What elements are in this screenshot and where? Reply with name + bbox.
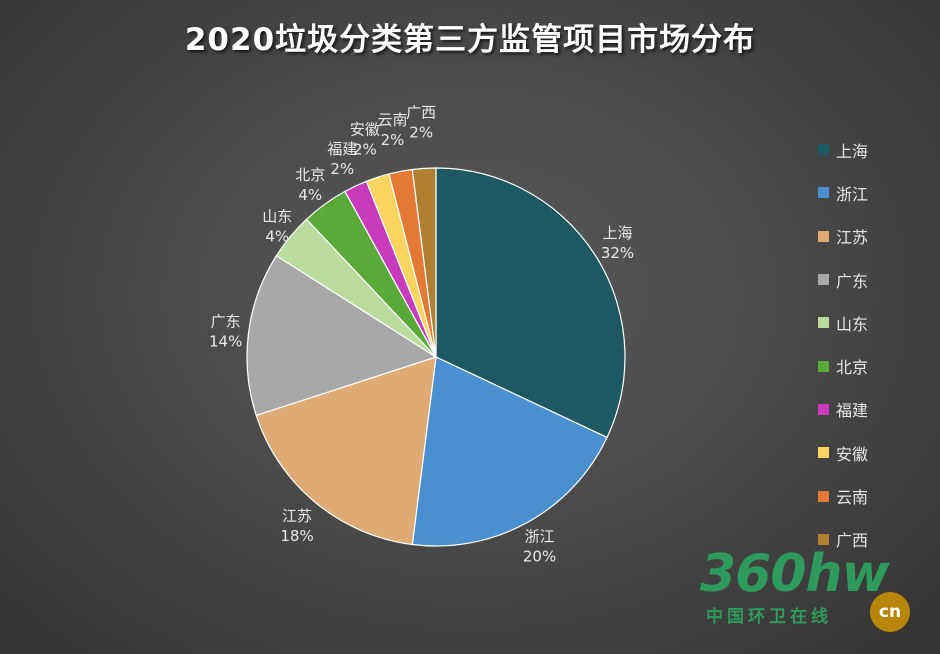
- slice-label: 福建 2%: [327, 140, 357, 178]
- legend-label: 安徽: [836, 444, 869, 464]
- legend-label: 上海: [836, 141, 869, 161]
- legend-item[interactable]: 浙江: [818, 171, 868, 214]
- slice-label-value: 2%: [409, 123, 433, 141]
- slice-label-value: 4%: [265, 228, 289, 246]
- slice-label-name: 安徽: [350, 120, 380, 138]
- legend-item[interactable]: 云南: [818, 474, 868, 517]
- legend-item[interactable]: 广东: [818, 258, 868, 301]
- chart-title: 2020垃圾分类第三方监管项目市场分布: [184, 22, 756, 58]
- legend-swatch: [818, 187, 829, 199]
- slice-label: 浙江 20%: [523, 527, 556, 565]
- legend-swatch: [818, 360, 829, 372]
- legend-swatch: [818, 490, 829, 502]
- watermark-badge: cn: [870, 592, 910, 632]
- slice-label-value: 18%: [280, 527, 313, 545]
- legend-item[interactable]: 北京: [818, 344, 868, 387]
- watermark-logo: 360hw 中国环卫在线 cn: [700, 548, 920, 638]
- slice-label-name: 北京: [295, 166, 325, 184]
- slice-label-value: 32%: [601, 244, 634, 262]
- pie-slice-浙江[interactable]: [411, 356, 608, 547]
- watermark-sub: 中国环卫在线: [706, 607, 832, 627]
- pie-slice-江苏[interactable]: [255, 356, 437, 546]
- legend-item[interactable]: 广西: [818, 518, 868, 561]
- legend-label: 广西: [836, 531, 869, 551]
- legend-label: 浙江: [836, 184, 869, 204]
- watermark-main: 360hw: [700, 544, 890, 604]
- slice-label: 江苏 18%: [280, 507, 313, 545]
- slice-label-name: 上海: [603, 224, 633, 242]
- legend-label: 江苏: [836, 228, 869, 248]
- slice-label: 广东 14%: [209, 312, 242, 350]
- slice-label-value: 2%: [381, 131, 405, 149]
- slice-label: 上海 32%: [601, 224, 634, 262]
- slice-label-value: 20%: [523, 547, 556, 565]
- slice-label-name: 广西: [406, 103, 436, 121]
- slice-label: 山东 4%: [262, 208, 292, 246]
- legend-item[interactable]: 福建: [818, 388, 868, 431]
- slice-label-value: 2%: [353, 140, 377, 158]
- legend-item[interactable]: 安徽: [818, 431, 868, 474]
- legend-label: 广东: [836, 271, 869, 291]
- legend-label: 山东: [836, 314, 869, 334]
- slice-label-name: 浙江: [525, 527, 555, 545]
- legend-label: 北京: [836, 358, 869, 378]
- legend: 上海 浙江 江苏 广东 山东 北京 福建 安徽 云南 广西: [818, 128, 868, 561]
- legend-swatch: [818, 274, 829, 286]
- legend-label: 福建: [836, 401, 869, 421]
- slice-label: 北京 4%: [295, 166, 325, 204]
- slice-label-name: 福建: [327, 140, 357, 158]
- slice-label-name: 云南: [378, 111, 408, 129]
- legend-swatch: [818, 230, 829, 242]
- legend-swatch: [818, 447, 829, 459]
- pie-slice-广西[interactable]: [411, 167, 437, 358]
- slice-label: 广西 2%: [406, 103, 436, 141]
- slice-label-value: 4%: [298, 186, 322, 204]
- legend-item[interactable]: 山东: [818, 301, 868, 344]
- legend-swatch: [818, 403, 829, 415]
- legend-swatch: [818, 533, 829, 545]
- pie-slice-上海[interactable]: [435, 167, 626, 439]
- slice-label-value: 14%: [209, 332, 242, 350]
- legend-swatch: [818, 144, 829, 156]
- legend-item[interactable]: 江苏: [818, 215, 868, 258]
- slice-label: 云南 2%: [378, 111, 408, 149]
- slice-label-name: 江苏: [282, 507, 312, 525]
- legend-label: 云南: [836, 488, 869, 508]
- pie-slice-广东[interactable]: [246, 254, 438, 417]
- legend-swatch: [818, 317, 829, 329]
- slice-label-name: 山东: [262, 208, 292, 226]
- slice-label-name: 广东: [211, 312, 241, 330]
- slice-label-value: 2%: [330, 160, 354, 178]
- legend-item[interactable]: 上海: [818, 128, 868, 171]
- slice-label: 安徽 2%: [350, 120, 380, 158]
